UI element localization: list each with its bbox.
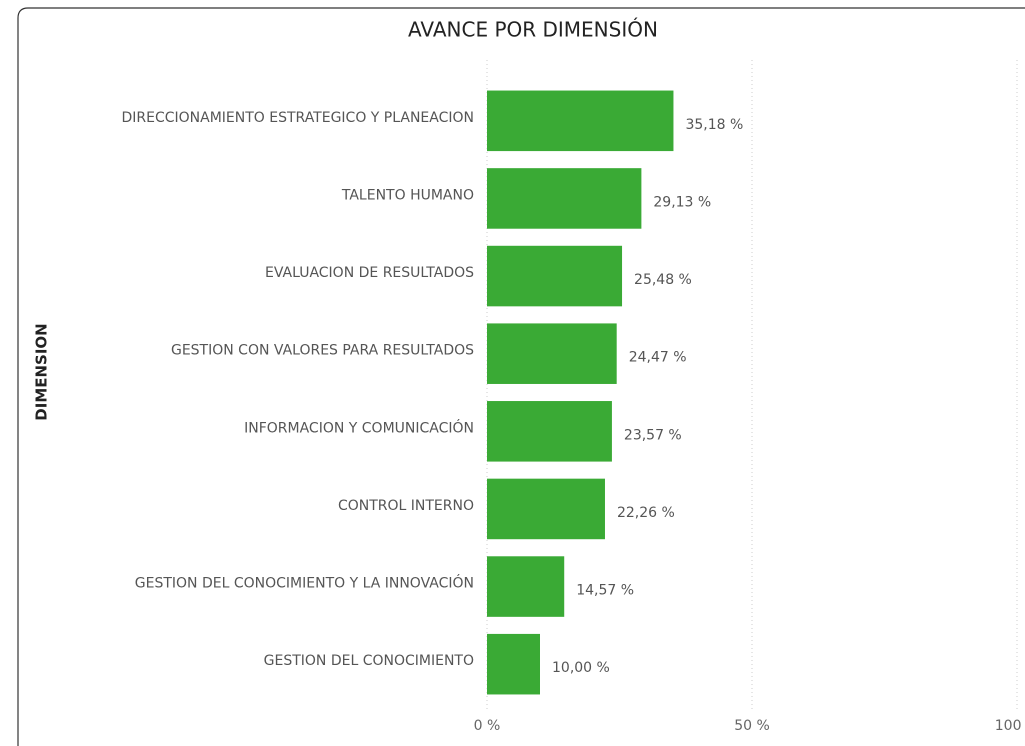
y-tick-label: GESTION DEL CONOCIMIENTO Y LA INNOVACIÓN	[135, 574, 474, 592]
value-label: 14,57 %	[576, 583, 634, 599]
y-tick-label: TALENTO HUMANO	[341, 187, 474, 203]
y-tick-label: EVALUACION DE RESULTADOS	[265, 265, 474, 281]
bar	[487, 323, 617, 384]
value-label: 35,18 %	[685, 117, 743, 133]
y-tick-label: GESTION DEL CONOCIMIENTO	[264, 653, 474, 669]
bar	[487, 245, 623, 307]
bar	[487, 90, 674, 152]
value-label: 23,57 %	[624, 427, 682, 443]
bar	[487, 633, 540, 695]
x-tick-label: 50 %	[734, 718, 770, 734]
y-tick-label: CONTROL INTERNO	[338, 498, 474, 514]
bar	[487, 478, 605, 540]
y-tick-label: DIRECCIONAMIENTO ESTRATEGICO Y PLANEACIO…	[121, 110, 474, 126]
bar	[487, 168, 642, 229]
value-label: 25,48 %	[634, 272, 692, 288]
y-tick-label: GESTION CON VALORES PARA RESULTADOS	[171, 343, 474, 359]
bar	[487, 401, 612, 462]
x-tick-label: 0 %	[474, 718, 501, 734]
y-axis-title: DIMENSION	[33, 323, 51, 420]
value-label: 10,00 %	[552, 660, 610, 676]
value-label: 24,47 %	[629, 350, 687, 366]
chart-title: AVANCE POR DIMENSIÓN	[408, 18, 658, 42]
y-tick-label: INFORMACION Y COMUNICACIÓN	[244, 418, 474, 436]
panel-border	[17, 7, 1025, 746]
x-tick-label: 100 %	[995, 718, 1025, 734]
value-label: 22,26 %	[617, 505, 675, 521]
value-label: 29,13 %	[653, 194, 711, 210]
bar	[487, 556, 565, 617]
